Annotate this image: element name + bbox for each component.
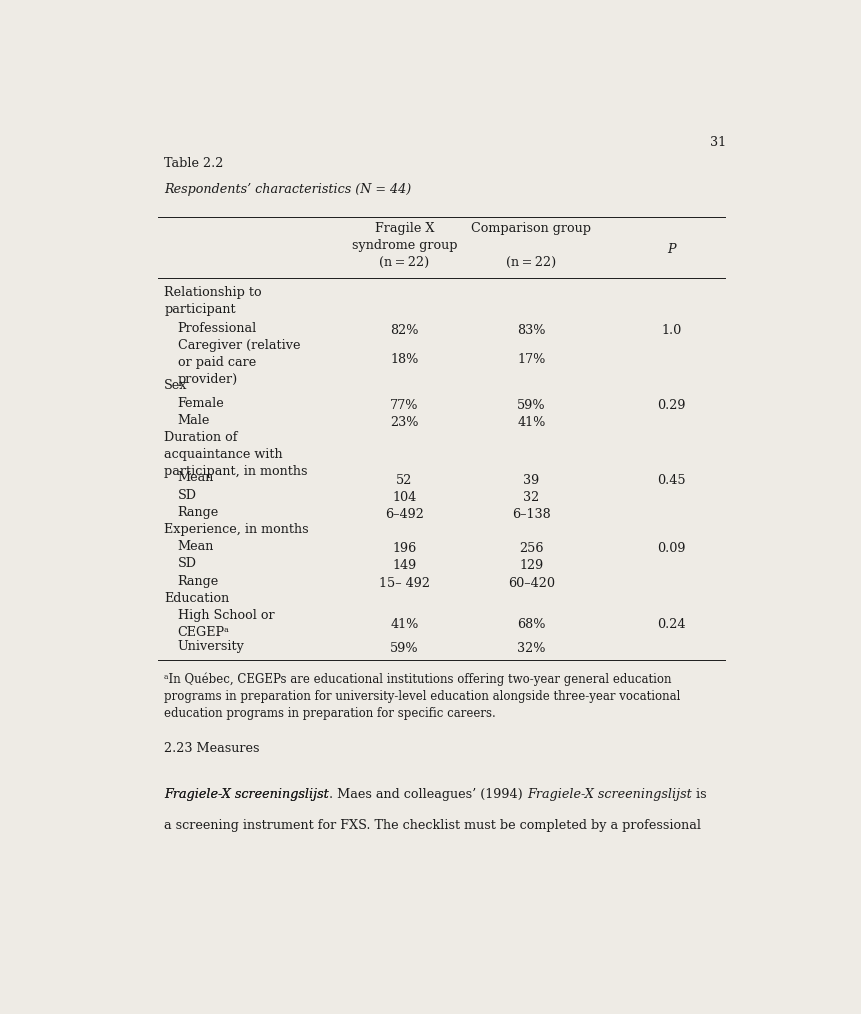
Text: 0.29: 0.29 — [657, 399, 685, 412]
Text: Table 2.2: Table 2.2 — [164, 157, 224, 169]
Text: 1.0: 1.0 — [661, 323, 682, 337]
Text: 41%: 41% — [517, 416, 546, 429]
Text: 256: 256 — [519, 542, 543, 556]
Text: 15– 492: 15– 492 — [379, 577, 430, 589]
Text: 82%: 82% — [390, 323, 418, 337]
Text: is: is — [691, 788, 706, 801]
Text: 6–138: 6–138 — [512, 508, 551, 521]
Text: 59%: 59% — [390, 642, 418, 655]
Text: 32: 32 — [523, 491, 540, 504]
Text: Respondents’ characteristics (N = 44): Respondents’ characteristics (N = 44) — [164, 183, 412, 196]
Text: a screening instrument for FXS. The checklist must be completed by a professiona: a screening instrument for FXS. The chec… — [164, 819, 702, 831]
Text: 32%: 32% — [517, 642, 546, 655]
Text: Comparison group

(n = 22): Comparison group (n = 22) — [471, 222, 592, 269]
Text: 0.09: 0.09 — [657, 542, 685, 556]
Text: Fragiele-X screeningslijst: Fragiele-X screeningslijst — [164, 788, 329, 801]
Text: 31: 31 — [710, 136, 726, 149]
Text: 77%: 77% — [390, 399, 418, 412]
Text: Range: Range — [177, 575, 219, 587]
Text: Education: Education — [164, 592, 230, 604]
Text: 39: 39 — [523, 474, 540, 487]
Text: 129: 129 — [519, 560, 543, 573]
Text: ᵃIn Québec, CEGEPs are educational institutions offering two-year general educat: ᵃIn Québec, CEGEPs are educational insti… — [164, 672, 681, 720]
Text: Fragiele-X screeningslijst: Fragiele-X screeningslijst — [527, 788, 691, 801]
Text: . Maes and colleagues’ (1994): . Maes and colleagues’ (1994) — [329, 788, 527, 801]
Text: 104: 104 — [393, 491, 417, 504]
Text: Male: Male — [177, 414, 210, 427]
Text: 59%: 59% — [517, 399, 546, 412]
Text: 60–420: 60–420 — [508, 577, 554, 589]
Text: High School or
CEGEPᵃ: High School or CEGEPᵃ — [177, 608, 275, 639]
Text: SD: SD — [177, 489, 196, 502]
Text: 18%: 18% — [390, 353, 418, 365]
Text: Female: Female — [177, 396, 225, 410]
Text: 83%: 83% — [517, 323, 546, 337]
Text: Mean: Mean — [177, 540, 214, 554]
Text: 149: 149 — [393, 560, 417, 573]
Text: 17%: 17% — [517, 353, 546, 365]
Text: 52: 52 — [396, 474, 412, 487]
Text: Fragiele-X screeningslijst: Fragiele-X screeningslijst — [164, 788, 329, 801]
Text: Range: Range — [177, 506, 219, 519]
Text: Mean: Mean — [177, 472, 214, 485]
Text: 6–492: 6–492 — [385, 508, 424, 521]
Text: Sex: Sex — [164, 379, 188, 392]
Text: University: University — [177, 640, 245, 653]
Text: Fragile X
syndrome group
(n = 22): Fragile X syndrome group (n = 22) — [352, 222, 457, 269]
Text: Professional: Professional — [177, 321, 257, 335]
Text: 0.24: 0.24 — [657, 618, 685, 631]
Text: 196: 196 — [393, 542, 417, 556]
Text: Experience, in months: Experience, in months — [164, 523, 309, 536]
Text: 2.23 Measures: 2.23 Measures — [164, 742, 260, 755]
Text: 68%: 68% — [517, 618, 546, 631]
Text: Duration of
acquaintance with
participant, in months: Duration of acquaintance with participan… — [164, 431, 308, 478]
Text: P: P — [667, 243, 676, 257]
Text: SD: SD — [177, 558, 196, 570]
Text: Relationship to
participant: Relationship to participant — [164, 286, 262, 315]
Text: 23%: 23% — [390, 416, 418, 429]
Text: 0.45: 0.45 — [657, 474, 685, 487]
Text: Caregiver (relative
or paid care
provider): Caregiver (relative or paid care provide… — [177, 339, 300, 385]
Text: 41%: 41% — [390, 618, 418, 631]
